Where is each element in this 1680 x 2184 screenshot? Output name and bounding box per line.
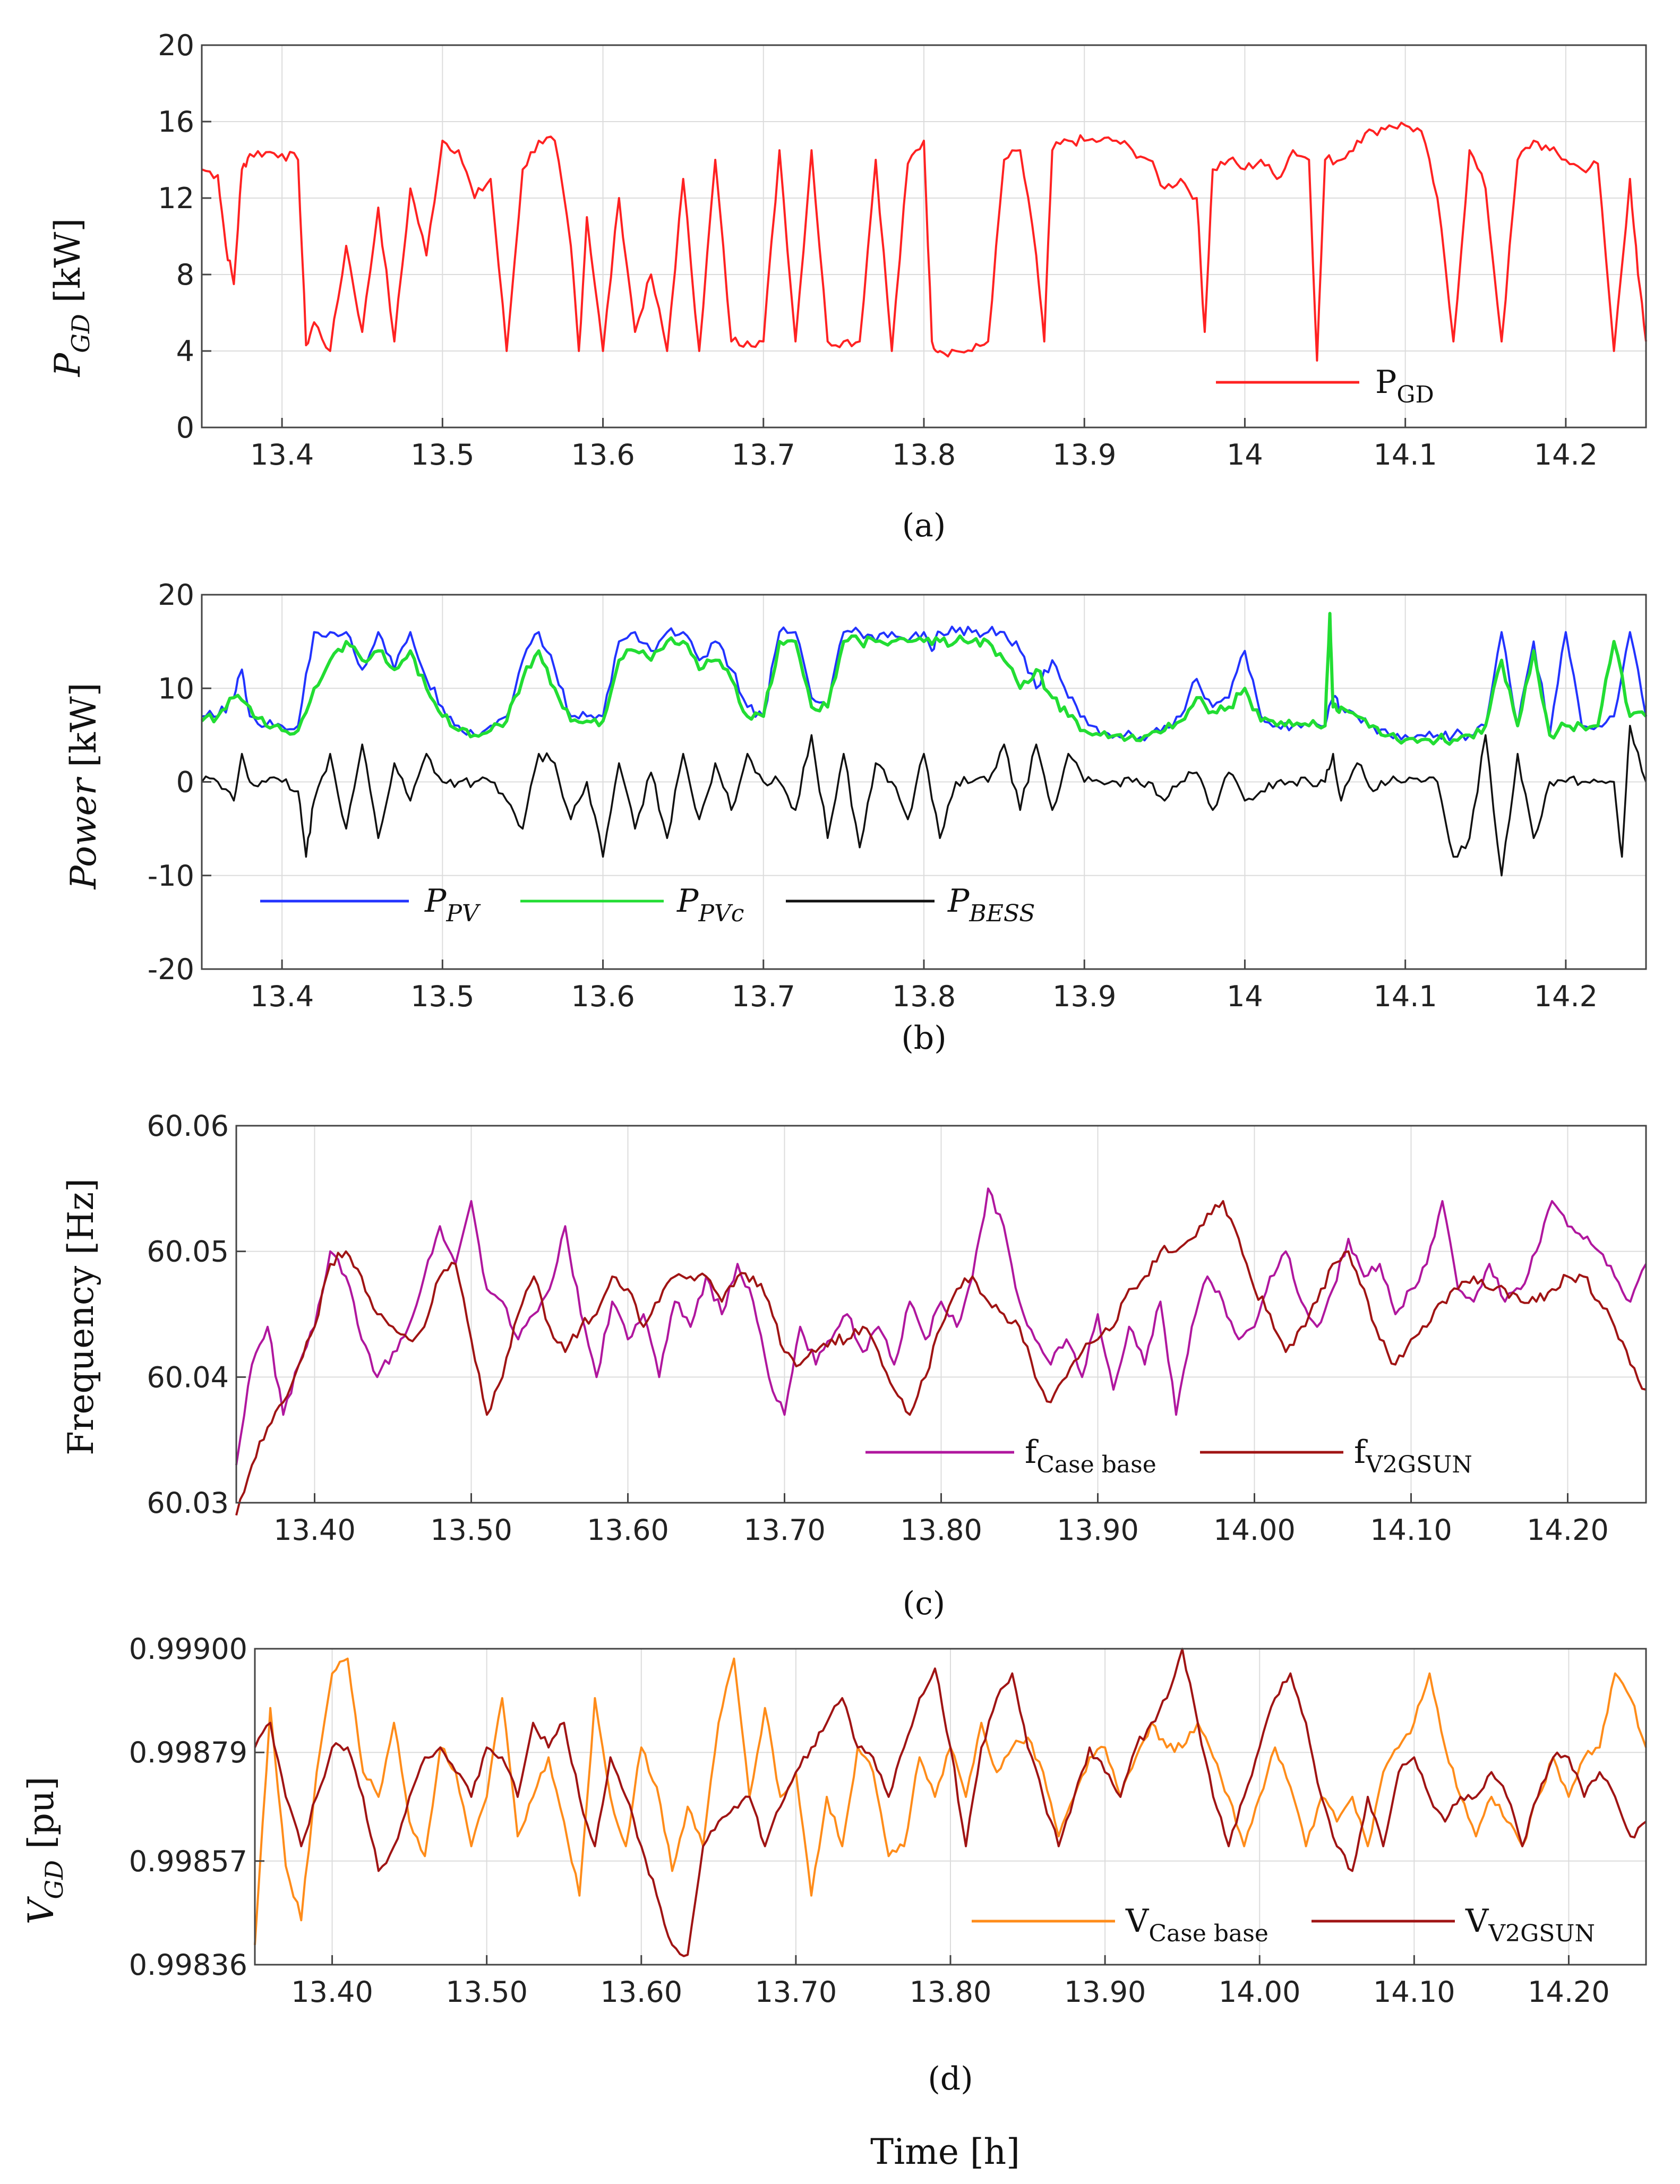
panel-b-xtick-label: 13.9 [1052,980,1116,1013]
panel-b-xtick-label: 14.1 [1374,980,1437,1013]
panel-c-label: (c) [903,1585,945,1622]
panel-b-grid [202,594,1646,970]
panel-b-ytick-label: 0 [176,766,194,799]
panel-b-xtick-label: 13.8 [892,980,956,1013]
panel-b-xtick-label: 13.4 [250,980,314,1013]
panel-d-series [254,1648,1647,1957]
panel-b-ytick-label: -20 [148,953,194,986]
panel-a-label: (a) [902,507,946,544]
panel-a-xtick-label: 13.8 [892,438,956,472]
legend-label-P_GD: PGD [1375,364,1434,408]
panel-b-xtick-label: 14.2 [1534,980,1598,1013]
legend-label-f_case_base: fCase base [1025,1434,1156,1478]
panel-a-ytick-label: 16 [158,105,194,139]
panel-a-grid [202,45,1646,428]
panel-a-ytick-label: 8 [176,258,194,292]
panel-b-xtick-label: 14 [1227,980,1263,1013]
panel-a-ytick-label: 4 [176,335,194,368]
panel-a-series [201,122,1647,362]
panel-b-xtick-label: 13.7 [732,980,795,1013]
panel-c-xtick-label: 13.70 [743,1513,826,1547]
panel-a-xtick-label: 13.4 [250,438,314,472]
panel-b-ytick-label: 20 [158,578,194,612]
panel-d-ytick-label: 0.99900 [129,1632,247,1666]
panel-d-xtick-label: 13.90 [1064,1975,1146,2009]
series-P_BESS [201,725,1647,877]
panel-b-label: (b) [901,1020,946,1057]
panel-a-xtick-label: 13.6 [571,438,635,472]
series-f_case_base [235,1187,1647,1466]
panel-b-series [200,612,1648,877]
panel-c-ylabel: Frequency [Hz] [61,1178,101,1455]
panel-c-grid [236,1125,1646,1503]
panel-a-ytick-label: 12 [158,182,194,215]
panel-b-ylabel: Power [kW] [63,683,104,890]
panel-d-xtick-label: 13.70 [755,1975,837,2009]
panel-a-ticks: 13.4 13.5 13.6 13.7 13.8 13.9 14 14.1 14.2 0 4 8 12 1… [158,29,1598,472]
panel-b-ytick-label: 10 [158,672,194,705]
panel-d-xtick-label: 13.60 [600,1975,682,2009]
panel-c-legend: fCase base fV2GSUN [865,1434,1472,1478]
panel-b-ytick-label: -10 [148,859,194,893]
panel-d-xtick-label: 13.40 [291,1975,373,2009]
legend-label-V_case_base: VCase base [1125,1903,1268,1947]
series-f_v2gsun [235,1200,1647,1516]
panel-d-xtick-label: 13.50 [445,1975,528,2009]
legend-label-P_BESS: PBESS [947,883,1035,927]
panel-a-xtick-label: 13.7 [732,438,795,472]
panel-c-ytick-label: 60.04 [147,1360,229,1394]
panel-d-xtick-label: 14.10 [1373,1975,1455,2009]
panel-b: 13.4 13.5 13.6 13.7 13.8 13.9 14 14.1 14.2 -20 -10… [63,578,1648,1057]
series-P_PVc [200,612,1648,746]
panel-d-legend: VCase base VV2GSUN [972,1903,1595,1947]
legend-label-f_v2gsun: fV2GSUN [1354,1434,1472,1478]
panel-a-xtick-label: 13.5 [410,438,474,472]
panel-b-xtick-label: 13.6 [571,980,635,1013]
panel-a-ytick-label: 0 [176,411,194,444]
panel-d-ytick-label: 0.99879 [129,1736,247,1769]
panel-a-legend: PGD [1216,364,1434,408]
panel-a-xtick-label: 14.1 [1374,438,1437,472]
panel-d-ylabel: VGD [pu] [21,1777,68,1925]
x-axis-title: Time [h] [870,2131,1020,2172]
panel-c-xtick-label: 13.50 [430,1513,512,1547]
series-V_v2gsun [254,1648,1647,1957]
panel-d-xtick-label: 14.00 [1219,1975,1301,2009]
panel-c-ytick-label: 60.03 [147,1486,229,1520]
panel-a-ylabel: PGD [kW] [47,218,95,377]
panel-a-xtick-label: 13.9 [1052,438,1116,472]
panel-a: 13.4 13.5 13.6 13.7 13.8 13.9 14 14.1 14.2 0 4 8 12 1… [47,29,1647,544]
panel-c-ytick-label: 60.06 [147,1109,229,1143]
panel-d-label: (d) [928,2060,973,2097]
panel-d-xtick-label: 14.20 [1528,1975,1610,2009]
panel-c-xtick-label: 14.20 [1527,1513,1609,1547]
panel-a-xtick-label: 14.2 [1534,438,1598,472]
panel-d-ticks: 13.40 13.50 13.60 13.70 13.80 13.90 14.00 14.10… [129,1632,1610,2009]
panel-c-ticks: 13.40 13.50 13.60 13.70 13.80 13.90 14.00 14.10… [147,1109,1608,1547]
panel-a-ytick-label: 20 [158,29,194,62]
panel-c-xtick-label: 13.80 [900,1513,982,1547]
panel-c-xtick-label: 14.00 [1213,1513,1296,1547]
panel-d-ytick-label: 0.99836 [129,1948,247,1982]
panel-c-ytick-label: 60.05 [147,1235,229,1269]
panel-c-series [235,1187,1647,1516]
panel-c-xtick-label: 13.60 [587,1513,669,1547]
panel-c-xtick-label: 14.10 [1370,1513,1452,1547]
panel-d: 13.40 13.50 13.60 13.70 13.80 13.90 14.00 14.10… [21,1632,1647,2097]
panel-c: 13.40 13.50 13.60 13.70 13.80 13.90 14.00 14.10… [61,1109,1647,1622]
panel-c-xtick-label: 13.90 [1057,1513,1139,1547]
panel-c-xtick-label: 13.40 [273,1513,356,1547]
legend-label-P_PV: PPV [424,883,481,927]
panel-d-ytick-label: 0.99857 [129,1845,247,1878]
panel-b-legend: PPV PPVc PBESS [260,883,1035,927]
panel-a-xtick-label: 14 [1227,438,1263,472]
panel-d-xtick-label: 13.80 [910,1975,992,2009]
legend-label-V_v2gsun: VV2GSUN [1465,1903,1595,1947]
panel-b-xtick-label: 13.5 [410,980,474,1013]
legend-label-P_PVc: PPVc [676,883,744,927]
panel-b-ticks: 13.4 13.5 13.6 13.7 13.8 13.9 14 14.1 14.2 -20 -10… [148,578,1598,1013]
series-P_GD [201,122,1647,362]
